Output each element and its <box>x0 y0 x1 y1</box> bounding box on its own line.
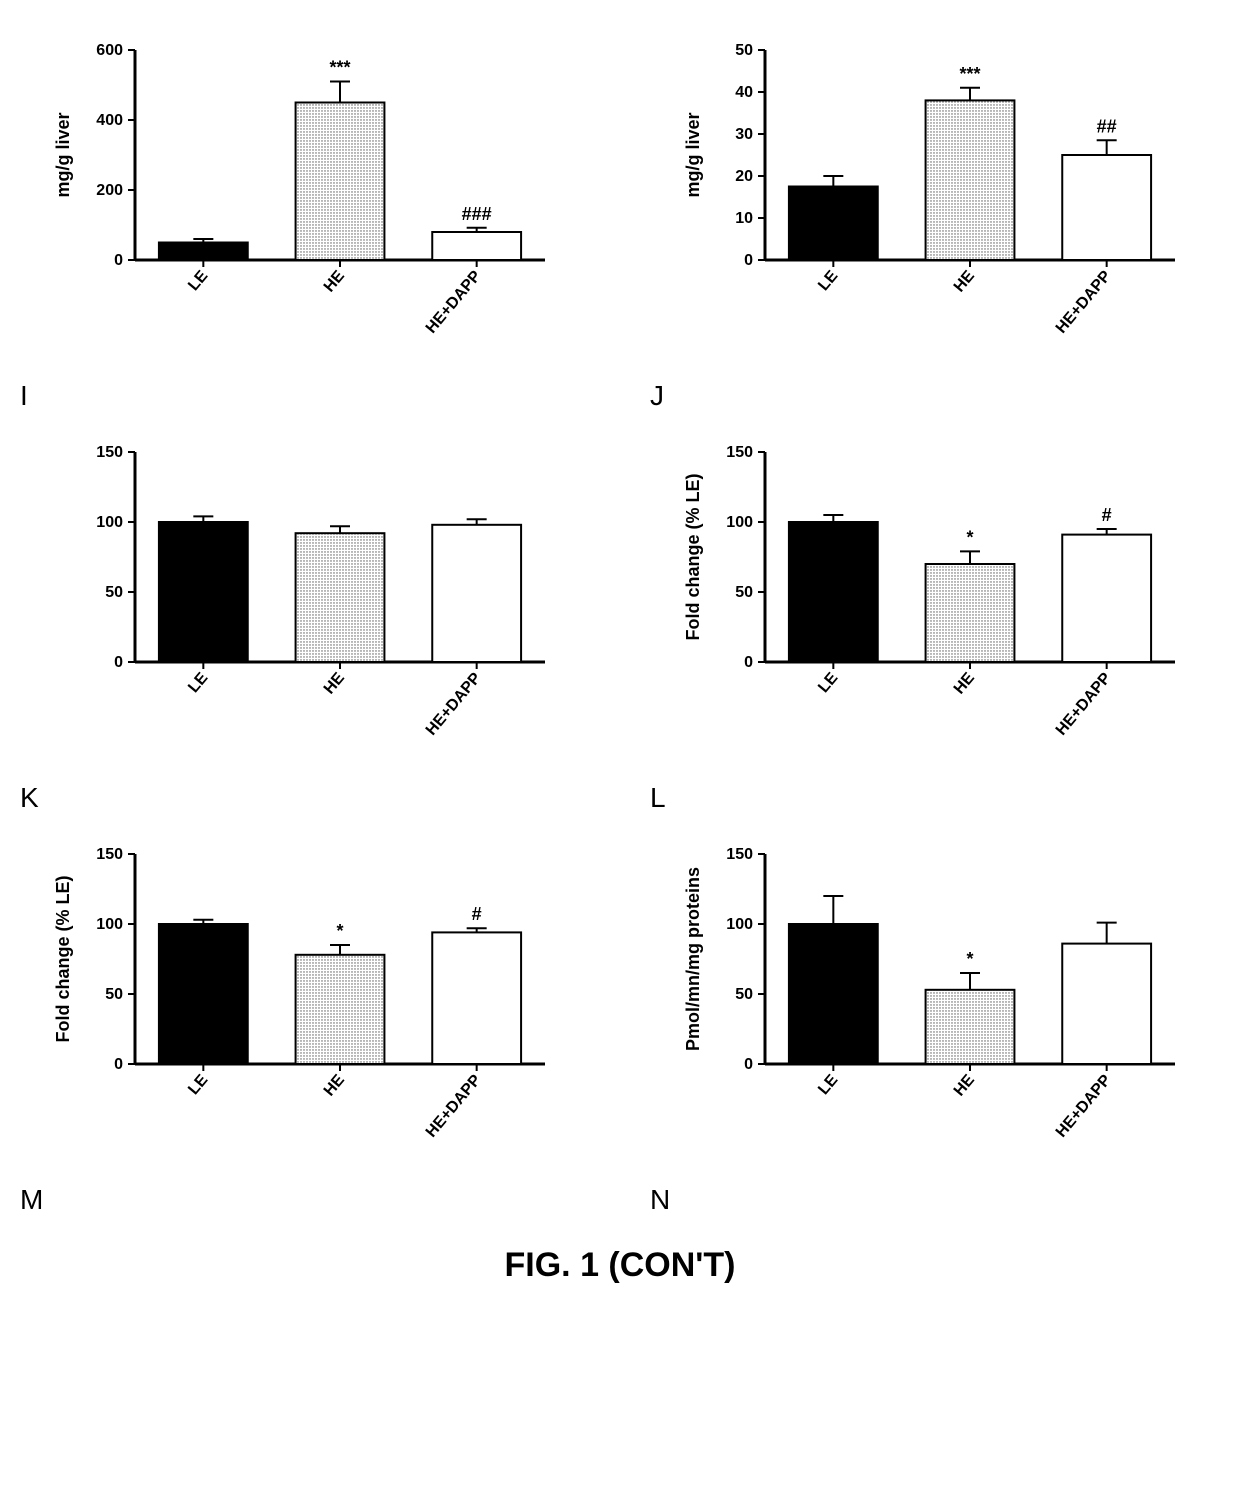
svg-text:150: 150 <box>96 444 123 461</box>
svg-text:400: 400 <box>96 112 123 129</box>
svg-text:Fold change (% LE): Fold change (% LE) <box>683 473 703 640</box>
panel-label-J: J <box>650 380 1220 412</box>
chart-M: 0 50 100 150 Fold change (% LE) LE * HE # HE+DAPP <box>20 824 590 1164</box>
svg-text:0: 0 <box>114 1056 123 1073</box>
svg-text:0: 0 <box>744 654 753 671</box>
panel-N: 0 50 100 150 Pmol/mn/mg proteins LE * HE HE+DAPP <box>650 824 1220 1164</box>
svg-text:50: 50 <box>735 584 753 601</box>
svg-text:LE: LE <box>815 669 841 696</box>
chart-I: 0 200 400 600 mg/g liver LE *** HE ### HE+DAPP <box>20 20 590 360</box>
chart-J: 0 10 20 30 40 50 mg/g liver LE *** HE ## HE+DAPP <box>650 20 1220 360</box>
svg-text:100: 100 <box>96 514 123 531</box>
svg-text:HE: HE <box>951 669 979 697</box>
svg-text:***: *** <box>959 64 980 84</box>
svg-text:50: 50 <box>735 42 753 59</box>
svg-text:HE+DAPP: HE+DAPP <box>423 267 485 336</box>
figure-caption: FIG. 1 (CON'T) <box>20 1246 1220 1285</box>
svg-text:200: 200 <box>96 182 123 199</box>
panel-label-N: N <box>650 1184 1220 1216</box>
svg-text:LE: LE <box>815 267 841 294</box>
svg-text:50: 50 <box>105 584 123 601</box>
svg-text:*: * <box>966 949 973 969</box>
svg-text:LE: LE <box>185 267 211 294</box>
svg-text:50: 50 <box>735 986 753 1003</box>
svg-text:LE: LE <box>185 669 211 696</box>
svg-text:HE: HE <box>951 1071 979 1099</box>
svg-text:100: 100 <box>726 916 753 933</box>
svg-text:HE: HE <box>951 267 979 295</box>
svg-text:LE: LE <box>815 1071 841 1098</box>
svg-text:Fold change (% LE): Fold change (% LE) <box>53 875 73 1042</box>
svg-text:LE: LE <box>185 1071 211 1098</box>
chart-N: 0 50 100 150 Pmol/mn/mg proteins LE * HE HE+DAPP <box>650 824 1220 1164</box>
panel-label-I: I <box>20 380 590 412</box>
svg-text:###: ### <box>462 204 492 224</box>
svg-text:HE+DAPP: HE+DAPP <box>423 669 485 738</box>
chart-L: 0 50 100 150 Fold change (% LE) LE * HE # HE+DAPP <box>650 422 1220 762</box>
svg-text:#: # <box>472 904 482 924</box>
svg-text:20: 20 <box>735 168 753 185</box>
svg-text:150: 150 <box>726 846 753 863</box>
svg-text:0: 0 <box>744 1056 753 1073</box>
svg-text:*: * <box>336 921 343 941</box>
svg-text:150: 150 <box>726 444 753 461</box>
svg-text:##: ## <box>1097 116 1117 136</box>
panel-label-L: L <box>650 782 1220 814</box>
svg-text:0: 0 <box>114 252 123 269</box>
svg-text:100: 100 <box>96 916 123 933</box>
panel-L: 0 50 100 150 Fold change (% LE) LE * HE # HE+DAPP <box>650 422 1220 762</box>
svg-text:100: 100 <box>726 514 753 531</box>
panel-K: 0 50 100 150 LE HE HE+DAPP <box>20 422 590 762</box>
panel-label-M: M <box>20 1184 590 1216</box>
panel-label-K: K <box>20 782 590 814</box>
svg-text:30: 30 <box>735 126 753 143</box>
panel-J: 0 10 20 30 40 50 mg/g liver LE *** HE ## HE+DAPP <box>650 20 1220 360</box>
svg-text:***: *** <box>329 58 350 78</box>
svg-text:mg/g liver: mg/g liver <box>53 112 73 197</box>
svg-text:150: 150 <box>96 846 123 863</box>
svg-text:HE+DAPP: HE+DAPP <box>1053 669 1115 738</box>
svg-text:HE+DAPP: HE+DAPP <box>423 1071 485 1140</box>
svg-text:10: 10 <box>735 210 753 227</box>
svg-text:40: 40 <box>735 84 753 101</box>
svg-text:HE: HE <box>321 267 349 295</box>
svg-text:600: 600 <box>96 42 123 59</box>
svg-text:*: * <box>966 527 973 547</box>
panel-I: 0 200 400 600 mg/g liver LE *** HE ### HE+DAPP <box>20 20 590 360</box>
svg-text:#: # <box>1102 505 1112 525</box>
svg-text:0: 0 <box>114 654 123 671</box>
svg-text:HE: HE <box>321 669 349 697</box>
svg-text:50: 50 <box>105 986 123 1003</box>
figure-grid: 0200400600mg/g liverLE***HE###HE+DAPP 01… <box>20 20 1220 1216</box>
svg-text:HE: HE <box>321 1071 349 1099</box>
svg-text:0: 0 <box>744 252 753 269</box>
svg-text:Pmol/mn/mg proteins: Pmol/mn/mg proteins <box>683 867 703 1051</box>
chart-K: 0 50 100 150 LE HE HE+DAPP <box>20 422 590 762</box>
svg-text:HE+DAPP: HE+DAPP <box>1053 267 1115 336</box>
svg-text:mg/g liver: mg/g liver <box>683 112 703 197</box>
svg-text:HE+DAPP: HE+DAPP <box>1053 1071 1115 1140</box>
panel-M: 0 50 100 150 Fold change (% LE) LE * HE # HE+DAPP <box>20 824 590 1164</box>
